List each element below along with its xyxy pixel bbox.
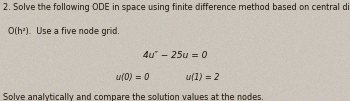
Text: Solve analytically and compare the solution values at the nodes.: Solve analytically and compare the solut… [3, 93, 264, 101]
Text: 4u″ − 25u = 0: 4u″ − 25u = 0 [143, 50, 207, 59]
Text: O(h²).  Use a five node grid.: O(h²). Use a five node grid. [8, 27, 119, 36]
Text: u(1) = 2: u(1) = 2 [186, 73, 220, 82]
Text: u(0) = 0: u(0) = 0 [116, 73, 150, 82]
Text: 2. Solve the following ODE in space using finite difference method based on cent: 2. Solve the following ODE in space usin… [3, 3, 350, 12]
